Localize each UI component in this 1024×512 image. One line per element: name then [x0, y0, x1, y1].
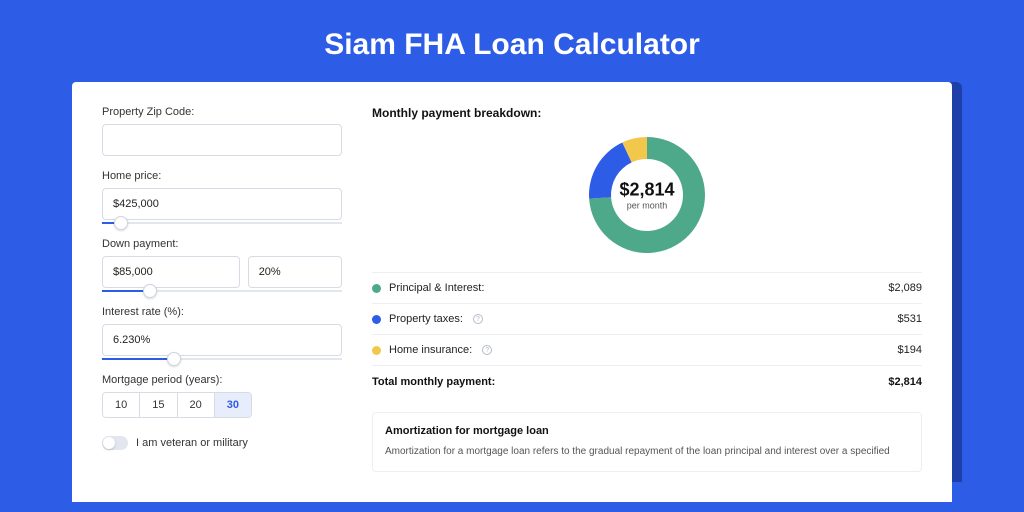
amortization-text: Amortization for a mortgage loan refers … [385, 445, 909, 459]
legend-value: $531 [898, 313, 922, 325]
home-price-field: Home price: [102, 170, 342, 224]
legend-label: Property taxes: [389, 313, 463, 325]
calculator-container: Property Zip Code: Home price: Down paym… [72, 82, 952, 502]
veteran-toggle-knob [103, 437, 115, 449]
legend-left: Home insurance:? [372, 344, 492, 356]
zip-label: Property Zip Code: [102, 106, 342, 118]
legend-value: $2,089 [888, 282, 922, 294]
legend-row: Home insurance:? $194 [372, 334, 922, 365]
mortgage-period-field: Mortgage period (years): 10152030 [102, 374, 342, 418]
mortgage-period-label: Mortgage period (years): [102, 374, 342, 386]
info-icon[interactable]: ? [473, 314, 483, 324]
mortgage-period-tab-15[interactable]: 15 [140, 393, 177, 417]
down-payment-slider-thumb[interactable] [143, 284, 157, 298]
home-price-input[interactable] [102, 188, 342, 220]
info-icon[interactable]: ? [482, 345, 492, 355]
legend-left: Property taxes:? [372, 313, 483, 325]
down-payment-label: Down payment: [102, 238, 342, 250]
legend-dot-icon [372, 284, 381, 293]
zip-input[interactable] [102, 124, 342, 156]
page-title: Siam FHA Loan Calculator [0, 0, 1024, 82]
home-price-slider-thumb[interactable] [114, 216, 128, 230]
veteran-field: I am veteran or military [102, 436, 342, 450]
legend-dot-icon [372, 315, 381, 324]
veteran-toggle[interactable] [102, 436, 128, 450]
calculator-card: Property Zip Code: Home price: Down paym… [72, 82, 952, 502]
interest-rate-slider[interactable] [102, 358, 342, 360]
breakdown-title: Monthly payment breakdown: [372, 106, 922, 120]
mortgage-period-tab-20[interactable]: 20 [178, 393, 215, 417]
legend-value: $194 [898, 344, 922, 356]
veteran-label: I am veteran or military [136, 437, 248, 449]
down-payment-field: Down payment: [102, 238, 342, 292]
mortgage-period-tabs: 10152030 [102, 392, 252, 418]
total-row: Total monthly payment: $2,814 [372, 365, 922, 398]
total-label: Total monthly payment: [372, 376, 495, 388]
amortization-card: Amortization for mortgage loan Amortizat… [372, 412, 922, 472]
mortgage-period-tab-10[interactable]: 10 [103, 393, 140, 417]
legend-left: Principal & Interest: [372, 282, 484, 294]
total-value: $2,814 [888, 376, 922, 388]
donut-chart: $2,814 per month [582, 130, 712, 260]
mortgage-period-tab-30[interactable]: 30 [215, 393, 251, 417]
legend-label: Principal & Interest: [389, 282, 484, 294]
donut-chart-container: $2,814 per month [372, 130, 922, 260]
zip-field: Property Zip Code: [102, 106, 342, 156]
interest-rate-slider-thumb[interactable] [167, 352, 181, 366]
amortization-title: Amortization for mortgage loan [385, 425, 909, 437]
interest-rate-label: Interest rate (%): [102, 306, 342, 318]
down-payment-slider[interactable] [102, 290, 342, 292]
interest-rate-input[interactable] [102, 324, 342, 356]
breakdown-legend: Principal & Interest: $2,089 Property taxe… [372, 272, 922, 365]
legend-row: Principal & Interest: $2,089 [372, 272, 922, 303]
breakdown-column: Monthly payment breakdown: $2,814 per mo… [372, 106, 922, 502]
down-payment-percent-input[interactable] [248, 256, 342, 288]
home-price-slider[interactable] [102, 222, 342, 224]
interest-rate-field: Interest rate (%): [102, 306, 342, 360]
home-price-label: Home price: [102, 170, 342, 182]
legend-row: Property taxes:? $531 [372, 303, 922, 334]
legend-label: Home insurance: [389, 344, 472, 356]
donut-center: $2,814 per month [619, 180, 674, 211]
donut-sublabel: per month [619, 201, 674, 211]
donut-amount: $2,814 [619, 180, 674, 201]
down-payment-amount-input[interactable] [102, 256, 240, 288]
inputs-column: Property Zip Code: Home price: Down paym… [102, 106, 342, 502]
legend-dot-icon [372, 346, 381, 355]
